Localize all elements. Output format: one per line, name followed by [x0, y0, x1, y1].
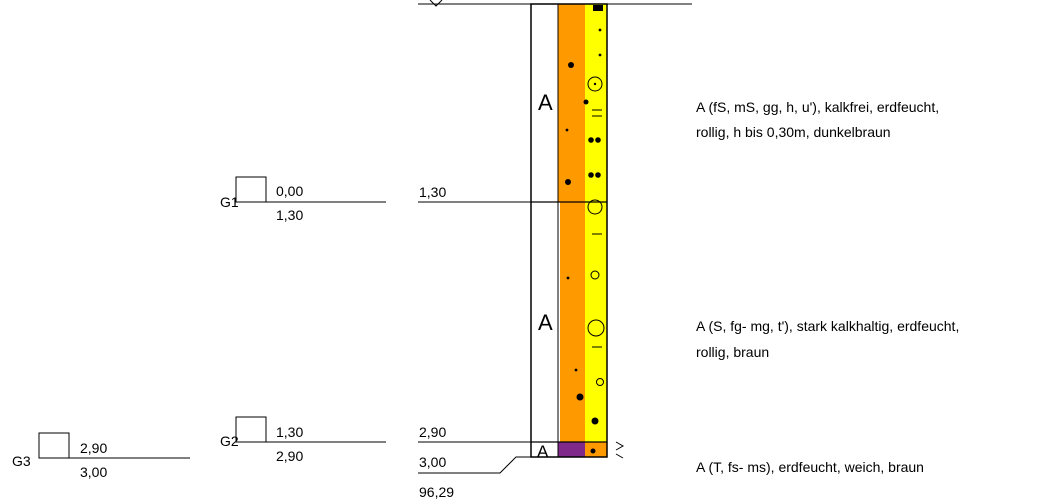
layer-3-purple-band — [558, 442, 585, 457]
sample-G3: G3 2,90 3,00 — [12, 432, 190, 480]
layer-3-code: A — [537, 442, 549, 461]
depth-label-3: 3,00 — [419, 454, 446, 470]
sample-G2-top: 1,30 — [276, 424, 303, 440]
layer-1-grain-symbols — [565, 5, 603, 185]
sample-G3-name: G3 — [12, 453, 31, 469]
layer-2-code-cell — [531, 202, 558, 442]
sample-G3-bottom: 3,00 — [80, 464, 107, 480]
layer-1-yellow-band — [585, 4, 607, 202]
layer-1-description-line1: A (fS, mS, gg, h, u'), kalkfrei, erdfeuc… — [696, 99, 939, 115]
layer-1-code-cell — [531, 4, 558, 202]
layer-2-grain-symbols — [566, 199, 605, 425]
soil-column: A A A — [530, 3, 608, 461]
sample-G1-top: 0,00 — [276, 183, 303, 199]
sample-G1-bottom: 1,30 — [276, 207, 303, 223]
sample-G2-name: G2 — [220, 433, 239, 449]
depth-markers: 1,30 2,90 3,00 96,29 — [418, 184, 531, 500]
layer-2-orange-band — [560, 202, 585, 442]
column-outline — [530, 3, 608, 458]
layer-3-grain-symbol — [590, 448, 596, 454]
layer-2-yellow-band — [585, 202, 607, 442]
base-elevation-label: 96,29 — [419, 484, 454, 500]
layer-1-description-line2: rollig, h bis 0,30m, dunkelbraun — [696, 124, 891, 140]
depth-label-1: 1,30 — [419, 184, 446, 200]
depth-label-2: 2,90 — [419, 424, 446, 440]
layer-2-description-line2: rollig, braun — [696, 344, 769, 360]
ground-level-marker — [429, 0, 443, 7]
layer-2-code: A — [538, 310, 553, 335]
sample-G3-top: 2,90 — [80, 440, 107, 456]
consistency-mark — [615, 441, 625, 459]
sample-G1-name: G1 — [220, 194, 239, 210]
sample-G2-bottom: 2,90 — [276, 448, 303, 464]
layer-3-code-cell — [531, 442, 558, 457]
layer-3-orange-band — [585, 442, 607, 457]
sample-G2: G2 1,30 2,90 — [220, 416, 386, 464]
layer-1-orange-band — [558, 4, 585, 202]
layer-1-code: A — [538, 90, 553, 115]
layer-2-description-line1: A (S, fg- mg, t'), stark kalkhaltig, erd… — [696, 318, 959, 334]
sample-G3-box — [38, 432, 70, 459]
sample-G1-box — [235, 176, 267, 203]
layer-descriptions: A (fS, mS, gg, h, u'), kalkfrei, erdfeuc… — [696, 99, 959, 475]
sample-G2-box — [235, 416, 267, 443]
sample-G1: G1 0,00 1,30 — [220, 176, 386, 223]
layer-3-description-line1: A (T, fs- ms), erdfeucht, weich, braun — [696, 459, 924, 475]
